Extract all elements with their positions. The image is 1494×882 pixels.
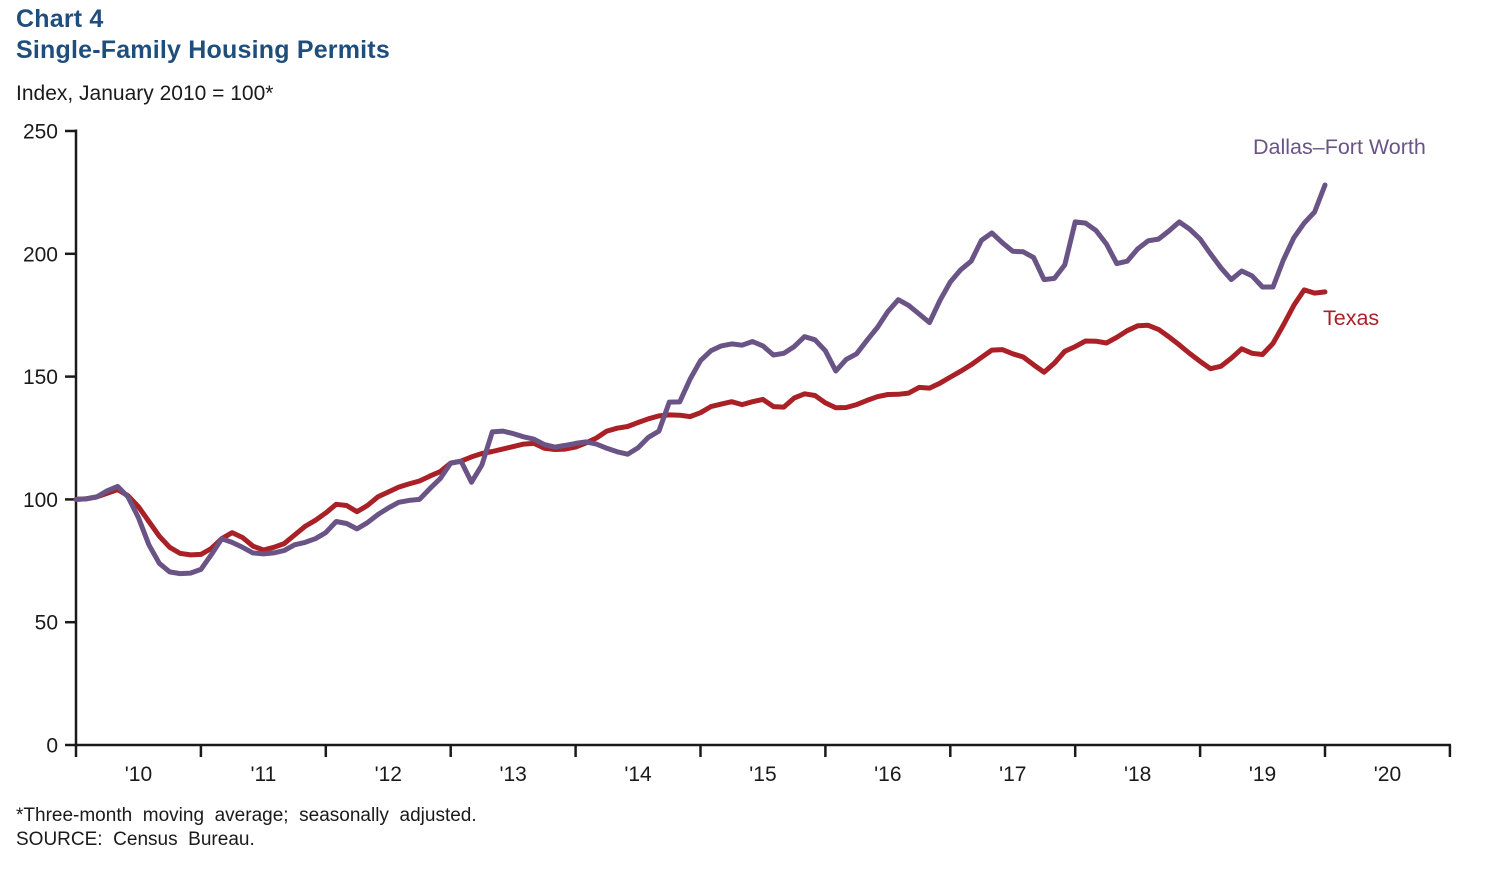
x-tick-label: '16 bbox=[874, 763, 901, 786]
x-tick-label: '20 bbox=[1374, 763, 1401, 786]
x-tick-label: '15 bbox=[749, 763, 776, 786]
y-tick-label: 50 bbox=[35, 612, 58, 635]
chart-title: Chart 4 Single-Family Housing Permits bbox=[16, 4, 390, 66]
x-tick-label: '17 bbox=[999, 763, 1026, 786]
x-tick-label: '13 bbox=[499, 763, 526, 786]
y-tick-label: 100 bbox=[23, 489, 58, 512]
y-tick-label: 250 bbox=[23, 121, 58, 144]
y-tick-label: 0 bbox=[46, 735, 58, 758]
footnote-text: *Three-month moving average; seasonally … bbox=[16, 805, 477, 826]
x-tick-label: '11 bbox=[250, 763, 276, 786]
series-label-texas: Texas bbox=[1323, 306, 1379, 330]
page-title: Single-Family Housing Permits bbox=[16, 36, 390, 64]
x-tick-label: '14 bbox=[624, 763, 652, 786]
x-tick-label: '12 bbox=[375, 763, 402, 786]
y-axis-unit-label: Index, January 2010 = 100* bbox=[16, 82, 274, 105]
x-tick-label: '10 bbox=[125, 763, 152, 786]
y-tick-label: 200 bbox=[23, 243, 58, 266]
series-line-dallas-fort-worth bbox=[73, 182, 1328, 577]
series-label-dfw: Dallas–Fort Worth bbox=[1253, 135, 1426, 159]
source-text: SOURCE: Census Bureau. bbox=[16, 829, 255, 850]
data-series-lines bbox=[73, 182, 1328, 577]
x-tick-label: '18 bbox=[1124, 763, 1151, 786]
chart-footnotes: *Three-month moving average; seasonally … bbox=[16, 804, 477, 852]
series-line-texas bbox=[73, 287, 1328, 558]
x-tick-label: '19 bbox=[1249, 763, 1276, 786]
y-tick-label: 150 bbox=[23, 366, 58, 389]
axis-ticks: '10 '11 '12 '13 '14 '15 '16 '17 '18 '19 '20 0 50 100 1… bbox=[23, 121, 1452, 786]
chart-number: Chart 4 bbox=[16, 5, 104, 33]
